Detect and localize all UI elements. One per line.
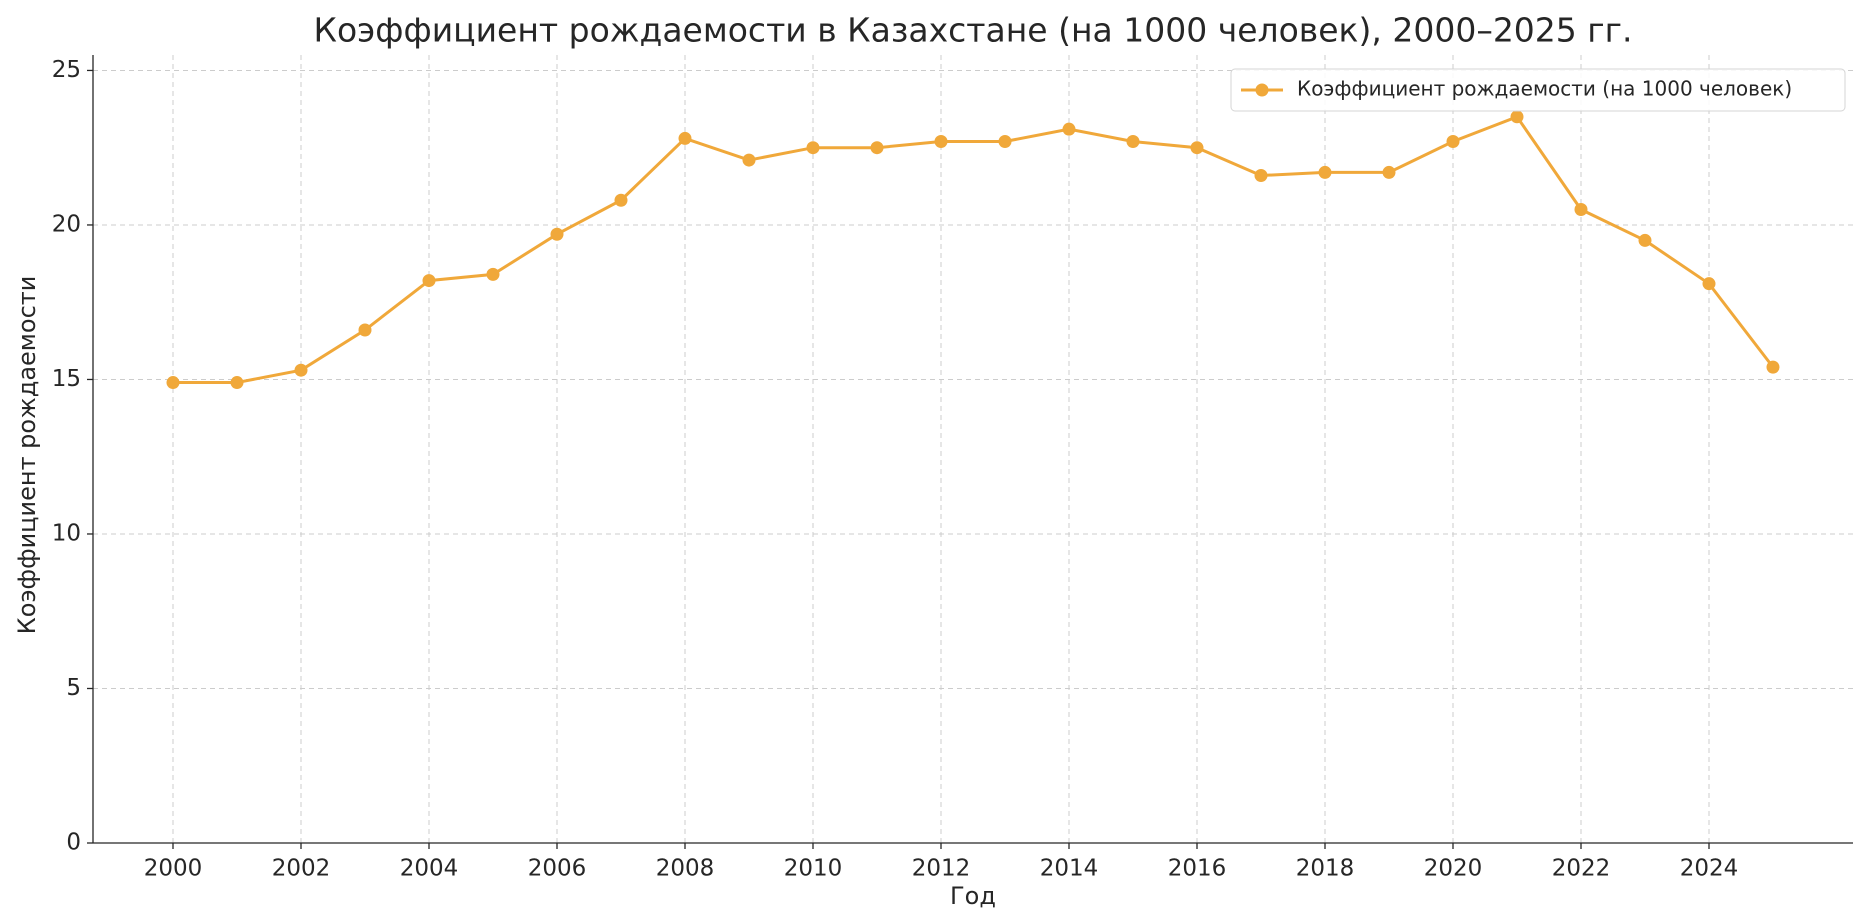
y-tick-label: 25 [52, 57, 81, 83]
data-point [422, 274, 436, 288]
data-point [550, 227, 564, 241]
data-point [934, 135, 948, 149]
x-tick-label: 2002 [272, 856, 331, 882]
y-tick-label: 5 [66, 675, 81, 701]
data-point [166, 376, 180, 390]
y-tick-label: 20 [52, 211, 81, 237]
data-point [614, 193, 628, 207]
data-point [230, 376, 244, 390]
data-point [1510, 110, 1524, 124]
x-axis-label: Год [950, 882, 996, 910]
legend-marker [1255, 83, 1269, 97]
data-point [1126, 135, 1140, 149]
y-tick-label: 10 [52, 520, 81, 546]
x-tick-label: 2020 [1424, 856, 1483, 882]
data-point [1446, 135, 1460, 149]
chart-title: Коэффициент рождаемости в Казахстане (на… [314, 11, 1633, 50]
y-axis-label: Коэффициент рождаемости [13, 276, 41, 635]
data-point [358, 323, 372, 337]
data-point [806, 141, 820, 155]
y-tick-label: 0 [66, 830, 81, 856]
x-tick-label: 2004 [400, 856, 459, 882]
x-tick-label: 2014 [1040, 856, 1099, 882]
x-tick-label: 2018 [1296, 856, 1355, 882]
data-line [173, 114, 1775, 385]
legend-box [1230, 68, 1846, 112]
data-point [1766, 360, 1780, 374]
data-point [1638, 233, 1652, 247]
data-point [998, 135, 1012, 149]
x-tick-label: 2024 [1680, 856, 1739, 882]
data-point [294, 363, 308, 377]
legend-label: Коэффициент рождаемости (на 1000 человек… [1297, 77, 1792, 101]
data-point [678, 131, 692, 145]
y-tick-label: 15 [52, 366, 81, 392]
data-point [1254, 169, 1268, 183]
x-tick-label: 2012 [912, 856, 971, 882]
data-point [870, 141, 884, 155]
data-point [1190, 141, 1204, 155]
x-tick-label: 2010 [784, 856, 843, 882]
x-tick-label: 2016 [1168, 856, 1227, 882]
data-point [1062, 122, 1076, 136]
data-point [1574, 203, 1588, 217]
data-point [1318, 165, 1332, 179]
x-tick-label: 2008 [656, 856, 715, 882]
data-point [1382, 165, 1396, 179]
data-point [1702, 277, 1716, 291]
data-point [486, 267, 500, 281]
x-tick-label: 2006 [528, 856, 587, 882]
x-tick-label: 2000 [144, 856, 203, 882]
data-point [742, 153, 756, 167]
legend: Коэффициент рождаемости (на 1000 человек… [1230, 68, 1846, 112]
x-tick-label: 2022 [1552, 856, 1611, 882]
